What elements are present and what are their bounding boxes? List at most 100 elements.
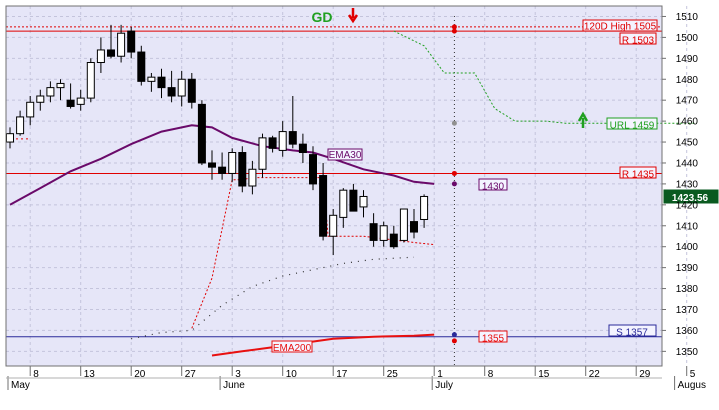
projection-marker [451,120,457,126]
markers [347,8,589,344]
y-tick-label: 1430 [676,179,699,190]
candle-body [187,78,196,103]
candle-body [117,32,126,57]
candle-body [16,116,25,135]
candle-body [228,152,237,174]
y-tick-label: 1390 [676,263,699,274]
candle-body [147,76,156,82]
candle-body [329,214,338,237]
projection-marker [451,332,457,338]
current-price-label: 1423.56 [672,193,709,204]
y-tick-label: 1460 [676,117,699,128]
month-label: July [435,380,453,391]
candle-body [389,233,398,248]
candle-body [379,225,388,241]
grid [6,6,688,366]
ema30-line [9,124,435,206]
candle-body [6,133,14,143]
candle-body [288,131,297,145]
x-tick-label: 5 [690,369,696,380]
red-stop-line [191,177,435,329]
ema30-label: EMA30 [329,150,362,161]
candle-body [319,175,328,237]
series [9,30,697,357]
candle-body [309,154,317,185]
x-tick-label: 15 [538,369,550,380]
candle-body [238,152,247,187]
candle-body [399,208,408,241]
v1430-label-box [478,178,508,191]
y-tick-label: 1440 [676,158,699,169]
candle-body [66,99,75,107]
x-tick-label: 10 [286,369,298,380]
candle-body [258,137,267,170]
candle-body [137,51,146,82]
s1357-label-box [608,324,657,337]
labels [271,19,719,353]
x-tick-label: 27 [185,369,197,380]
month-label: May [11,380,30,391]
projection-marker [451,170,457,176]
candle-body [410,221,418,233]
y-tick-label: 1510 [676,12,699,23]
x-tick-label: 3 [235,369,241,380]
candle-body [177,78,186,97]
axes: 1350 1360 1370 1380 1390 1400 1410 1420 1430 1440… [6,12,706,391]
reference-lines [6,16,662,366]
r1435-label-box [619,166,657,179]
y-tick-label: 1400 [676,242,699,253]
up-arrow-icon [577,111,589,128]
price-label-box [663,189,719,204]
candle-body [76,97,85,105]
ema200-label: EMA200 [273,343,312,354]
candle-body [278,131,287,151]
y-tick-label: 1410 [676,221,699,232]
y-tick-label: 1490 [676,54,699,65]
y-tick-label: 1500 [676,33,699,44]
candle-body [96,49,105,64]
candle-body [369,223,378,241]
x-tick-label: 22 [589,369,601,380]
resistance-1435-label: R 1435 [622,170,655,181]
high-label-box [582,19,658,32]
x-tick-label: 1 [437,369,443,380]
candle-body [107,49,115,57]
projection-marker [451,28,457,34]
candle-body [349,189,358,212]
candle-body [86,62,95,99]
green-stop-line [393,30,697,124]
candle-body [167,87,176,97]
candle-body [208,162,216,168]
y-tick-label: 1350 [676,347,699,358]
candle-body [298,143,307,154]
candles [6,24,429,256]
v1355-label-box [478,330,508,343]
lower-dotted-line [131,256,415,340]
ema200-line [211,333,435,357]
candle-body [420,195,429,220]
y-tick-label: 1370 [676,305,699,316]
candle-body [218,166,227,174]
x-tick-label: 29 [639,369,651,380]
plot-area [6,6,662,366]
y-tick-label: 1450 [676,138,699,149]
down-arrow-icon [347,8,359,24]
candle-body [339,189,348,218]
resistance-1503-label: R 1503 [622,36,655,47]
x-tick-label: 20 [134,369,146,380]
plot-border [5,5,663,367]
y-tick-label: 1420 [676,200,699,211]
candle-body [157,76,166,89]
ema200-value-label: 1355 [482,334,505,345]
support-1357-label: S 1357 [616,328,648,339]
x-tick-label: 25 [387,369,399,380]
projection-marker [451,338,457,344]
url-label-box [606,117,658,130]
url-1459-label: URL 1459 [610,121,655,132]
y-tick-label: 1360 [676,326,699,337]
y-tick-label: 1470 [676,96,699,107]
month-label: Augus [678,380,706,391]
ema30-label-box [327,148,363,161]
ema200-label-box [271,340,313,353]
high-1505-label: 120D High 1505 [584,22,657,33]
